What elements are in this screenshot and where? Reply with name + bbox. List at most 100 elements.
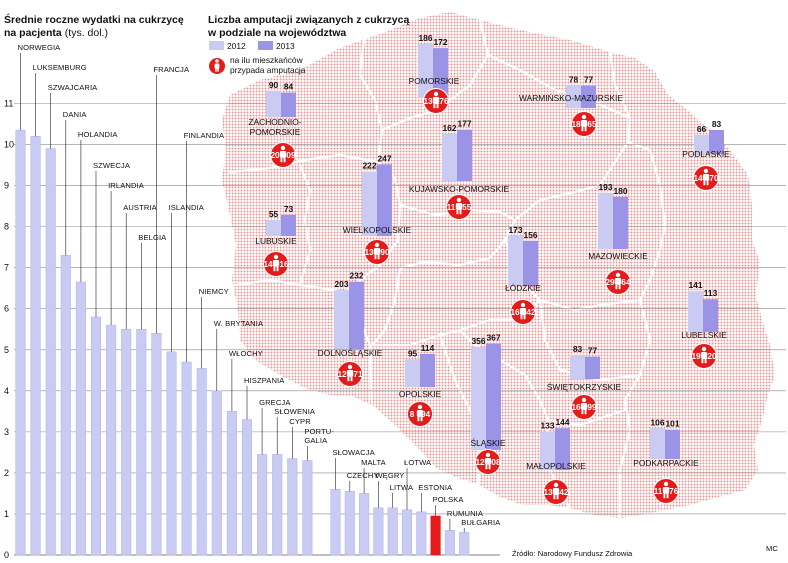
category-label-portu-galia-2: GALIA [304,436,328,445]
ratio-value-kujawsko-pomorskie: 11 855 [447,203,472,212]
region-label-malopolskie: MAŁOPOLSKIE [526,461,586,471]
chart1-subtitle: na pacjenta (tys. dol.) [4,27,108,39]
bar-wlochy [226,411,237,556]
bar-zachodnio-pomorskie-2012 [266,90,281,117]
category-label-estonia: ESTONIA [418,483,453,492]
ratio-badge-wielkopolskie: 13 990 [364,239,390,265]
value-label-warminsko-mazurskie-2012: 78 [569,74,579,84]
value-label-kujawsko-pomorskie-2012: 162 [443,123,457,133]
ratio-badge-swietokrzyskie: 16 599 [571,394,597,420]
y-tick-label: 9 [4,181,9,191]
y-tick-label: 0 [4,550,9,560]
ratio-value-wielkopolskie: 13 990 [364,248,389,257]
ratio-value-pomorskie: 13 276 [423,97,448,106]
bar-dolnoslaskie-2012 [334,290,349,349]
value-label-swietokrzyskie-2013: 77 [588,346,598,356]
category-label-portu-galia: PORTU- [304,427,334,436]
category-label-czechy: CZECHY [347,471,379,480]
category-label-norwegia: NORWEGIA [18,43,62,52]
ratio-badge-slaskie: 12 608 [475,449,501,475]
region-swietokrzyskie: 83 77 ŚWIĘTOKRZYSKIE 16 599 [547,344,622,420]
bar-podkarpackie-2012 [650,428,665,459]
ratio-badge-lubelskie: 19 220 [691,343,717,369]
bar-lotwa [401,509,413,556]
bar-w-brytania [211,390,222,556]
y-tick-label: 8 [4,222,9,232]
category-label-wegry: WĘGRY [375,471,404,480]
region-label-zachodnio-pomorskie-2: POMORSKIE [250,127,301,137]
bar-francja [151,333,162,556]
value-label-slaskie-2012: 356 [472,336,486,346]
region-label-lubuskie: LUBUSKIE [255,236,297,246]
category-label-belgia: BELGIA [138,233,167,242]
bar-malopolskie-2013 [555,428,570,470]
region-label-podkarpackie: PODKARPACKIE [633,458,699,468]
bar-lodzkie-2012 [508,235,523,286]
value-label-malopolskie-2012: 133 [541,420,555,430]
region-lubuskie: 55 73 LUBUSKIE 14 016 [255,204,297,277]
value-label-zachodnio-pomorskie-2012: 90 [269,80,279,90]
category-label-niemcy: NIEMCY [199,287,229,296]
bar-niemcy [196,367,207,556]
bar-wielkopolskie-2012 [362,171,377,236]
bar-lubuskie-2013 [281,214,296,236]
value-label-mazowieckie-2012: 193 [599,182,613,192]
bar-holandia [75,281,86,556]
ratio-badge-dolnoslaskie: 12 571 [337,361,363,387]
category-label-slowenia: SŁOWENIA [274,407,316,416]
bar-dolnoslaskie-2013 [349,281,364,349]
region-mazowieckie: 193 180 MAZOWIECKIE 29 364 [588,182,648,295]
value-label-dolnoslaskie-2013: 232 [350,271,364,281]
chart1-title: Średnie roczne wydatki na cukrzycę [4,13,184,26]
value-label-lubelskie-2012: 141 [689,280,703,290]
value-label-podlaskie-2013: 83 [712,119,722,129]
category-label-litwa: LITWA [390,483,414,492]
bar-slowacja [330,489,341,556]
y-tick-label: 6 [4,304,9,314]
bar-slowenia [272,454,283,556]
value-label-zachodnio-pomorskie-2013: 84 [284,82,294,92]
bar-austria [121,328,132,556]
ratio-value-lubuskie: 14 016 [263,260,288,269]
bar-lubelskie-2012 [688,291,703,332]
ratio-badge-zachodnio-pomorskie: 20 509 [270,142,296,168]
bar-mazowieckie-2013 [613,196,628,249]
y-tick-label: 7 [4,263,9,273]
source-note: Źródło: Narodowy Fundusz Zdrowia [512,549,633,558]
region-podkarpackie: 106 101 PODKARPACKIE 11 076 [633,417,699,504]
bar-swietokrzyskie-2013 [585,356,600,379]
ratio-value-lodzkie: 16 242 [510,308,535,317]
legend-label-2012: 2012 [227,41,246,51]
ratio-badge-opolskie: 8 894 [407,401,433,427]
category-label-grecja: GRECJA [259,398,291,407]
y-tick-label: 4 [4,386,9,396]
ratio-badge-mazowieckie: 29 364 [605,269,631,295]
y-tick-label: 1 [4,509,9,519]
chart2-title-line1: Liczba amputacji związanych z cukrzycą [208,14,409,26]
bar-podlaskie-2012 [694,134,709,154]
bar-warminsko-mazurskie-2012 [566,85,581,108]
value-label-lubuskie-2012: 55 [269,209,279,219]
bar-szwajcaria [45,148,56,556]
bar-slaskie-2012 [471,346,486,450]
bar-estonia [416,511,427,556]
bar-malta [359,493,370,556]
region-label-dolnoslaskie: DOLNOŚLĄSKIE [318,347,383,358]
bar-lubuskie-2012 [266,220,281,236]
region-overlays: 186 172 POMORSKIE 13 276 78 77 WARMIŃSKO-MAZUR… [248,33,730,505]
category-label-lotwa: ŁOTWA [404,458,432,467]
bar-szwecja [90,316,102,556]
region-label-mazowieckie: MAZOWIECKIE [588,251,648,261]
bar-mazowieckie-2012 [598,193,613,249]
value-label-wielkopolskie-2013: 247 [378,153,392,163]
ratio-badge-podkarpackie: 11 076 [653,478,679,504]
chart1-subtitle-unit: (tys. dol.) [65,27,108,39]
legend-swatch-2013 [258,41,273,50]
category-label-francja: FRANCJA [153,65,190,74]
category-label-hiszpania: HISZPANIA [244,376,285,385]
category-label-w-brytania: W. BRYTANIA [214,319,264,328]
region-label-warminsko-mazurskie: WARMIŃSKO-MAZURSKIE [519,93,623,103]
category-label-holandia: HOLANDIA [78,130,118,139]
